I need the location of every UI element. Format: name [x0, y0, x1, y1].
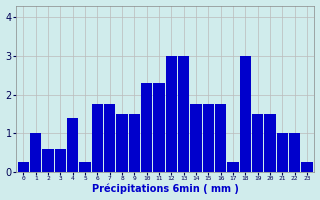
- Bar: [129, 114, 140, 172]
- Bar: [67, 118, 78, 172]
- Bar: [289, 133, 300, 172]
- Bar: [154, 83, 164, 172]
- Bar: [252, 114, 263, 172]
- X-axis label: Précipitations 6min ( mm ): Précipitations 6min ( mm ): [92, 184, 239, 194]
- Bar: [228, 162, 239, 172]
- Bar: [301, 162, 313, 172]
- Bar: [265, 114, 276, 172]
- Bar: [240, 56, 251, 172]
- Bar: [277, 133, 288, 172]
- Bar: [178, 56, 189, 172]
- Bar: [141, 83, 152, 172]
- Bar: [30, 133, 41, 172]
- Bar: [18, 162, 29, 172]
- Bar: [55, 149, 66, 172]
- Bar: [166, 56, 177, 172]
- Bar: [43, 149, 53, 172]
- Bar: [215, 104, 226, 172]
- Bar: [79, 162, 91, 172]
- Bar: [190, 104, 202, 172]
- Bar: [104, 104, 115, 172]
- Bar: [203, 104, 214, 172]
- Bar: [92, 104, 103, 172]
- Bar: [116, 114, 128, 172]
